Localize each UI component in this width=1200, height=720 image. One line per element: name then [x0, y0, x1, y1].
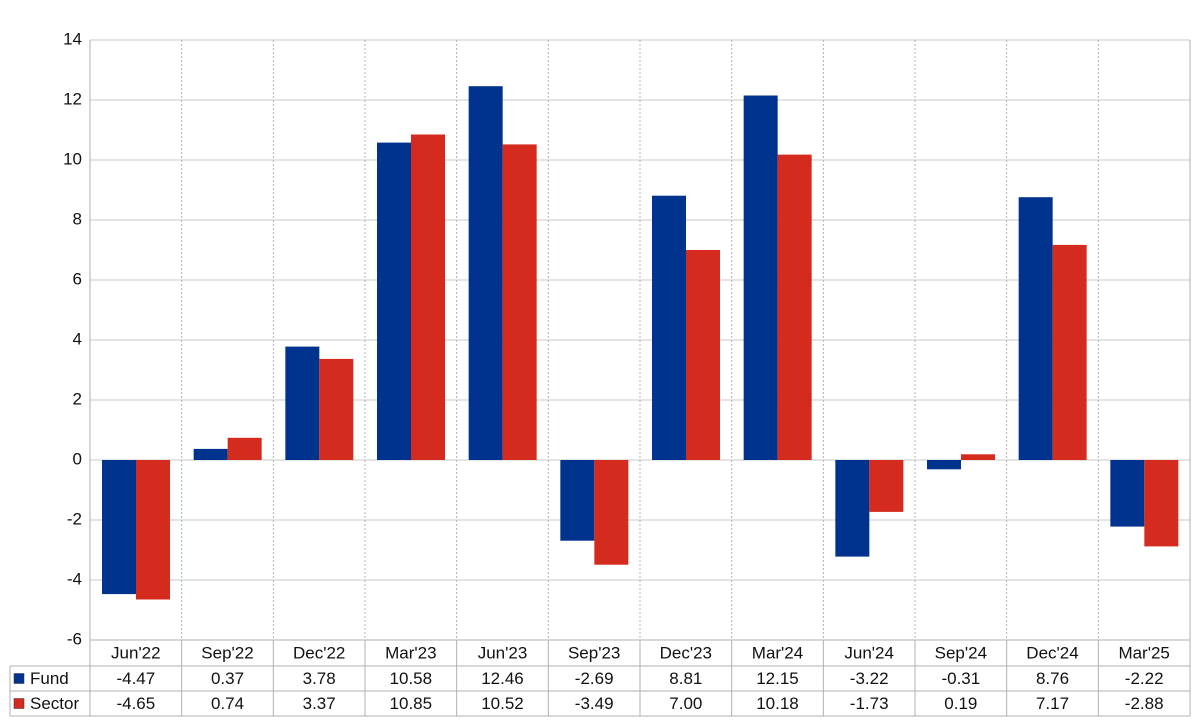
x-tick-label: Dec'22 — [293, 643, 345, 662]
table-value: -3.22 — [850, 669, 889, 688]
bar — [652, 195, 686, 460]
y-tick-label: -4 — [67, 569, 82, 588]
bar — [869, 460, 904, 512]
y-tick-label: -6 — [67, 629, 82, 648]
y-tick-label: 14 — [63, 29, 82, 48]
table-value: 10.18 — [756, 694, 799, 713]
table-value: -2.69 — [575, 669, 614, 688]
table-value: 12.15 — [756, 669, 799, 688]
x-tick-label: Jun'22 — [111, 643, 161, 662]
bar — [961, 454, 995, 460]
x-tick-label: Sep'22 — [201, 643, 253, 662]
table-value: 8.76 — [1036, 669, 1069, 688]
table-value: 12.46 — [481, 669, 524, 688]
y-tick-label: 4 — [73, 329, 82, 348]
y-tick-label: -2 — [67, 509, 82, 528]
y-tick-label: 8 — [73, 209, 82, 228]
table-value: 10.58 — [390, 669, 433, 688]
table-value: -3.49 — [575, 694, 614, 713]
x-tick-label: Sep'24 — [935, 643, 987, 662]
x-tick-label: Mar'25 — [1118, 643, 1169, 662]
bar — [777, 154, 812, 460]
x-tick-label: Mar'24 — [752, 643, 803, 662]
table-value: -0.31 — [941, 669, 980, 688]
bar — [560, 460, 595, 541]
x-tick-label: Mar'23 — [385, 643, 436, 662]
table-value: -2.22 — [1125, 669, 1164, 688]
y-tick-label: 12 — [63, 89, 82, 108]
legend-swatch — [13, 673, 25, 684]
x-tick-label: Jun'24 — [844, 643, 894, 662]
y-tick-label: 10 — [63, 149, 82, 168]
table-value: 0.37 — [211, 669, 244, 688]
x-tick-label: Dec'23 — [660, 643, 712, 662]
bar — [468, 86, 503, 460]
table-value: -4.47 — [116, 669, 155, 688]
bar — [743, 95, 778, 460]
legend-swatch — [13, 698, 25, 709]
x-tick-label: Dec'24 — [1026, 643, 1078, 662]
bar — [835, 460, 870, 557]
bar — [411, 134, 445, 460]
bar — [193, 448, 228, 460]
bar — [136, 460, 170, 600]
x-tick-label: Jun'23 — [478, 643, 528, 662]
table-value: 7.17 — [1036, 694, 1069, 713]
bar — [1144, 460, 1179, 547]
y-tick-label: 2 — [73, 389, 82, 408]
table-value: 0.74 — [211, 694, 244, 713]
bar — [927, 460, 961, 470]
legend-label: Fund — [30, 669, 69, 688]
bar — [319, 358, 354, 460]
table-value: 8.81 — [669, 669, 702, 688]
bar — [1110, 460, 1145, 527]
table-value: 7.00 — [669, 694, 702, 713]
y-tick-label: 0 — [73, 449, 82, 468]
bar — [1018, 197, 1053, 460]
table-value: 10.85 — [390, 694, 433, 713]
bar — [102, 460, 136, 595]
table-value: -4.65 — [116, 694, 155, 713]
y-tick-label: 6 — [73, 269, 82, 288]
table-value: 3.37 — [303, 694, 336, 713]
bar — [377, 142, 411, 460]
bar — [502, 144, 537, 460]
x-tick-label: Sep'23 — [568, 643, 620, 662]
table-value: -2.88 — [1125, 694, 1164, 713]
table-value: 0.19 — [944, 694, 977, 713]
legend-label: Sector — [30, 694, 79, 713]
bar — [1052, 244, 1087, 460]
bar — [285, 346, 320, 460]
bar — [686, 250, 720, 460]
table-value: 3.78 — [303, 669, 336, 688]
bar — [227, 437, 262, 460]
bar — [594, 460, 629, 565]
table-value: -1.73 — [850, 694, 889, 713]
table-value: 10.52 — [481, 694, 524, 713]
